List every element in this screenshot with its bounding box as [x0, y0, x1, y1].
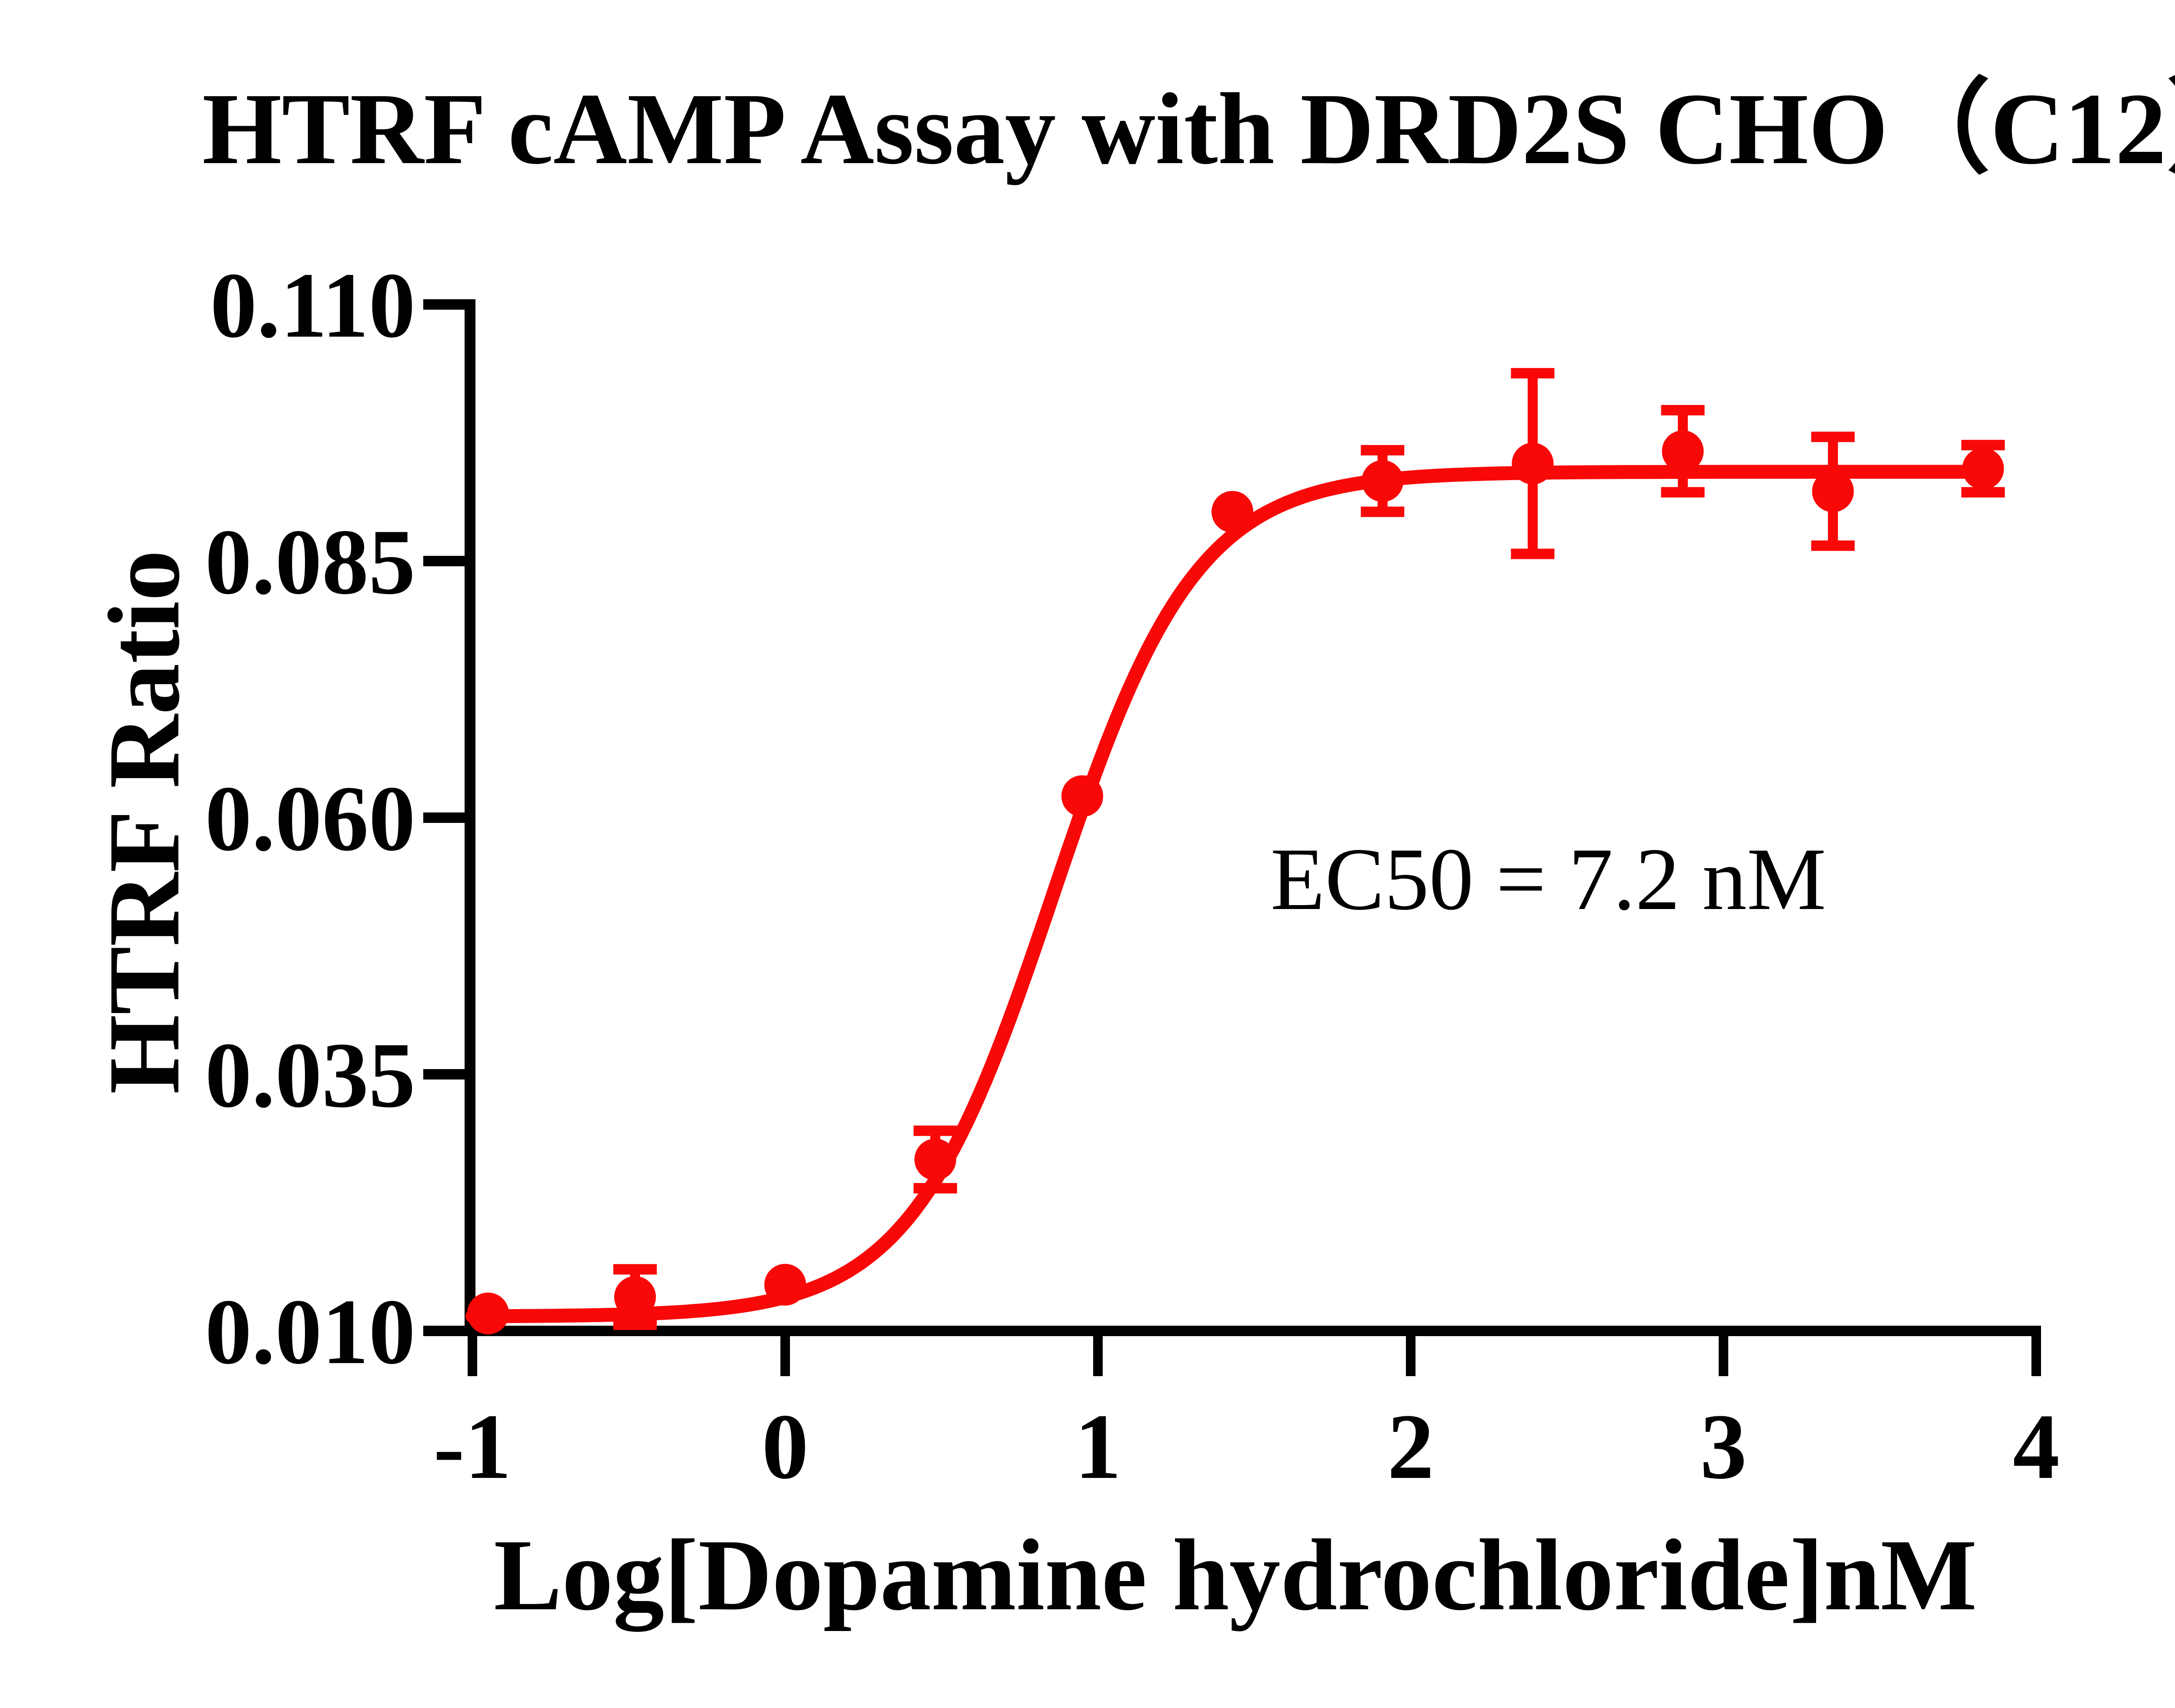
y-tick-label: 0.060: [205, 766, 415, 870]
x-axis: -1 0 1 2 3 4 Log[Dopamine hydrochloride]nM: [423, 1326, 2060, 1632]
y-tick: [423, 299, 465, 310]
data-point: [1061, 775, 1104, 817]
data-points: [467, 430, 2004, 1334]
error-bar-cap-top: [613, 1264, 657, 1275]
fit-curve: [465, 465, 2000, 1324]
y-axis: 0.110 0.085 0.060 0.035 0.010 HTRF Ratio: [87, 253, 475, 1384]
x-axis-tick-labels: -1 0 1 2 3 4: [433, 1394, 2059, 1498]
data-point: [1362, 460, 1404, 502]
x-tick: [468, 1336, 477, 1376]
x-tick: [1719, 1336, 1728, 1376]
error-bar-cap-bottom: [1811, 540, 1855, 551]
error-bar-cap-bottom: [1511, 548, 1555, 559]
y-tick: [423, 812, 465, 823]
error-bar-cap-bottom: [1361, 506, 1405, 517]
chart-title: HTRF cAMP Assay with DRD2S CHO（C12）: [202, 72, 2175, 185]
x-tick: [1093, 1336, 1103, 1376]
error-bar-cap-top: [1361, 445, 1405, 456]
y-tick-label: 0.110: [210, 253, 415, 357]
error-bar-cap-bottom: [1661, 487, 1705, 498]
data-point: [1812, 470, 1854, 512]
x-axis-spine: [423, 1326, 2041, 1336]
y-tick: [423, 1069, 465, 1080]
y-tick-label: 0.085: [205, 510, 415, 614]
x-tick-label: 0: [762, 1394, 809, 1498]
y-axis-label: HTRF Ratio: [87, 550, 201, 1094]
y-tick-label: 0.010: [205, 1280, 415, 1384]
error-bar-cap-top: [914, 1125, 957, 1136]
x-tick-label: 1: [1074, 1394, 1121, 1498]
x-tick-label: 2: [1387, 1394, 1434, 1498]
data-point: [914, 1138, 957, 1180]
data-point: [1211, 491, 1254, 533]
error-bar-cap-top: [1511, 368, 1555, 379]
x-tick: [1406, 1336, 1415, 1376]
data-point: [1662, 430, 1704, 472]
x-axis-ticks: [468, 1336, 2041, 1376]
x-tick-label: 4: [2013, 1394, 2060, 1498]
y-tick: [423, 556, 465, 566]
ec50-annotation: EC50 = 7.2 nM: [1271, 830, 1826, 929]
data-point: [467, 1292, 509, 1334]
error-bar-cap-top: [1661, 405, 1705, 416]
x-tick: [780, 1336, 790, 1376]
x-tick-label: -1: [433, 1394, 511, 1498]
y-tick-label: 0.035: [205, 1023, 415, 1127]
error-bar-cap-top: [1811, 431, 1855, 442]
data-point: [1512, 442, 1554, 485]
fit-curve-path: [465, 465, 2000, 1324]
x-axis-label: Log[Dopamine hydrochloride]nM: [494, 1518, 1977, 1632]
y-axis-tick-labels: 0.110 0.085 0.060 0.035 0.010: [205, 253, 415, 1384]
data-point: [764, 1263, 806, 1306]
y-axis-spine: [465, 299, 475, 1336]
x-tick-label: 3: [1700, 1394, 1747, 1498]
data-point: [614, 1276, 656, 1318]
data-point: [1962, 448, 2004, 490]
x-tick: [2031, 1336, 2041, 1376]
